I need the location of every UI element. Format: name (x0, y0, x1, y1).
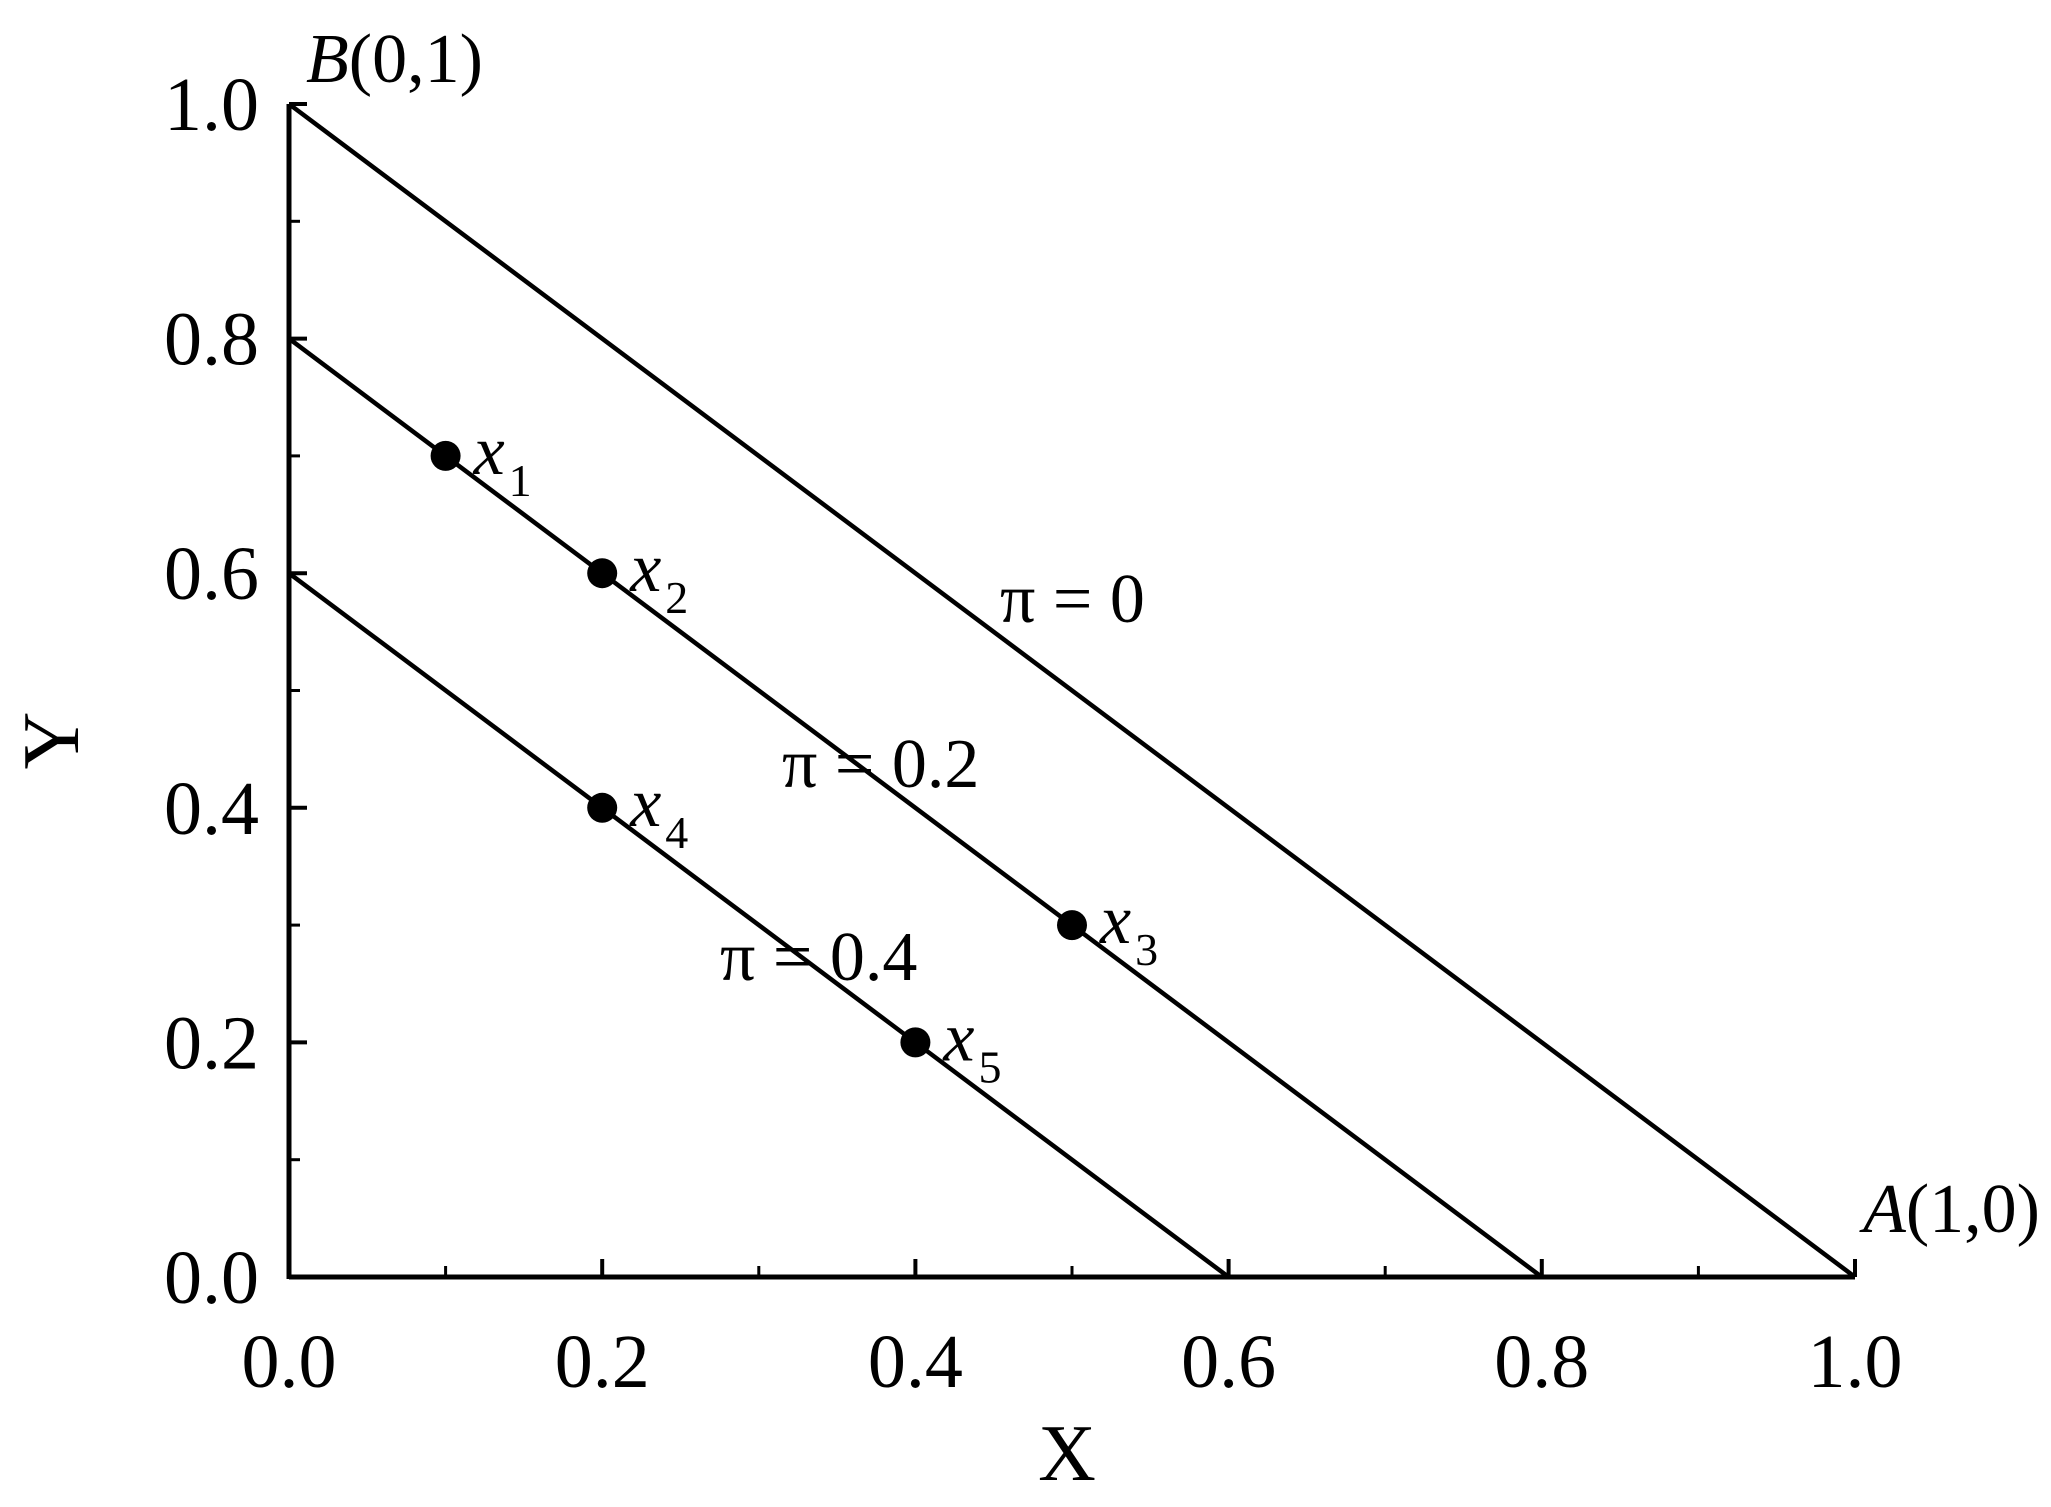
labels-layer: π = 0π = 0.2π = 0.4x1x2x3x4x5B(0,1)A(1,0… (306, 21, 2040, 1248)
x-tick-label: 0.4 (868, 1320, 963, 1404)
point-label-name: x (1099, 882, 1131, 959)
vertex-label-A: A(1,0) (1859, 1171, 2040, 1248)
vertex-letter: B (306, 21, 349, 98)
series-annotation-1: π = 0.2 (782, 726, 979, 803)
point-label-x3: x3 (1099, 882, 1158, 975)
series-annotation-2: π = 0.4 (720, 919, 917, 996)
y-tick-label: 0.8 (164, 298, 259, 382)
data-point-x2 (587, 558, 618, 589)
point-label-name: x (473, 413, 505, 490)
point-label-name: x (629, 765, 661, 842)
point-label-subscript: 3 (1135, 924, 1158, 975)
data-point-x5 (900, 1027, 931, 1058)
x-tick-label: 0.6 (1181, 1320, 1276, 1404)
point-label-x2: x2 (629, 530, 688, 623)
point-label-subscript: 4 (665, 807, 688, 858)
x-tick-label: 0.2 (555, 1320, 650, 1404)
x-tick-label: 0.8 (1494, 1320, 1589, 1404)
point-label-x4: x4 (629, 765, 688, 858)
axes-layer: 0.0 0.2 0.4 0.6 0.8 1.0 0.0 0.2 0.4 0.6 0.8 1.0 X Y (8, 63, 1903, 1498)
point-label-name: x (942, 999, 974, 1076)
series-line-0 (287, 102, 1857, 1279)
points-layer (430, 440, 1087, 1058)
vertex-letter: A (1859, 1171, 1906, 1248)
series-line-2 (287, 571, 1230, 1279)
series-line-1 (287, 336, 1544, 1279)
y-tick-label: 0.6 (164, 532, 259, 616)
data-point-x1 (430, 440, 461, 471)
data-point-x3 (1057, 910, 1087, 941)
series-layer (287, 102, 1857, 1279)
point-label-subscript: 1 (509, 455, 532, 506)
vertex-coords: (0,1) (349, 21, 483, 98)
point-label-x1: x1 (473, 413, 532, 506)
x-tick-label: 1.0 (1808, 1320, 1903, 1404)
vertex-label-B: B(0,1) (306, 21, 483, 98)
vertex-coords: (1,0) (1906, 1171, 2040, 1248)
point-label-name: x (629, 530, 661, 607)
point-label-subscript: 2 (665, 572, 688, 623)
x-tick-label: 0.0 (242, 1320, 337, 1404)
y-tick-label: 1.0 (164, 63, 259, 147)
y-tick-label: 0.2 (164, 1001, 259, 1085)
y-tick-label: 0.0 (164, 1236, 259, 1320)
point-label-subscript: 5 (978, 1041, 1001, 1092)
y-axis-title: Y (8, 712, 96, 770)
x-axis-title: X (1038, 1410, 1096, 1498)
point-label-x5: x5 (942, 999, 1001, 1092)
data-point-x4 (587, 792, 618, 823)
y-tick-label: 0.4 (164, 767, 259, 851)
series-annotation-0: π = 0 (1000, 561, 1145, 638)
